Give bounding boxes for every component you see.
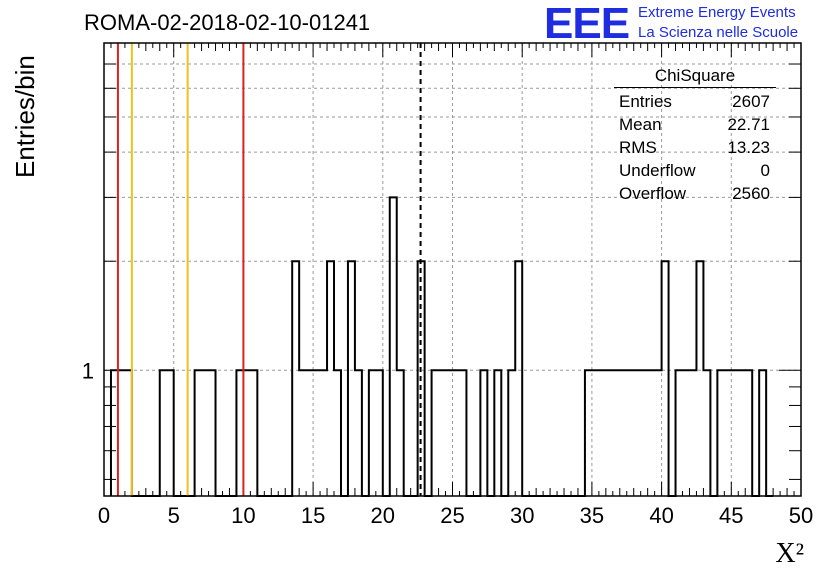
stats-label: Overflow (619, 184, 687, 203)
x-tick-label: 35 (580, 503, 604, 528)
x-tick-label: 5 (168, 503, 180, 528)
stats-row-underflow: Underflow 0 (612, 159, 778, 182)
histogram-line (109, 196, 774, 497)
stats-value: 0 (760, 161, 770, 180)
x-tick-label: 45 (719, 503, 743, 528)
chart-title: ROMA-02-2018-02-10-01241 (84, 10, 371, 35)
stats-row-rms: RMS 13.23 (612, 136, 778, 159)
x-tick-label: 20 (371, 503, 395, 528)
eee-logo: EEE (544, 0, 630, 48)
logo-text-line1: Extreme Energy Events (638, 4, 796, 21)
stats-box: ChiSquare Entries 2607 Mean 22.71 RMS 13… (612, 66, 778, 205)
plot-frame (103, 42, 802, 497)
x-tick-label: 10 (231, 503, 255, 528)
y-tick-label: 1 (82, 358, 94, 383)
y-axis-label: Entries/bin (10, 55, 40, 178)
stats-label: Entries (619, 92, 672, 111)
x-tick-label: 15 (301, 503, 325, 528)
x-tick-label: 0 (98, 503, 110, 528)
stats-title: ChiSquare (614, 66, 776, 88)
x-tick-label: 30 (510, 503, 534, 528)
stats-label: Mean (619, 115, 662, 134)
x-tick-label: 50 (789, 503, 813, 528)
stats-value: 13.23 (727, 138, 770, 157)
x-tick-label: 25 (440, 503, 464, 528)
stats-value: 2560 (732, 184, 770, 203)
stats-label: Underflow (619, 161, 696, 180)
stats-row-entries: Entries 2607 (612, 90, 778, 113)
logo-text-line2: La Scienza nelle Scuole (638, 24, 799, 41)
x-axis-label: X² (775, 538, 804, 569)
stats-label: RMS (619, 138, 657, 157)
stats-row-overflow: Overflow 2560 (612, 182, 778, 205)
stats-value: 2607 (732, 92, 770, 111)
x-tick-label: 40 (649, 503, 673, 528)
stats-value: 22.71 (727, 115, 770, 134)
stats-row-mean: Mean 22.71 (612, 113, 778, 136)
